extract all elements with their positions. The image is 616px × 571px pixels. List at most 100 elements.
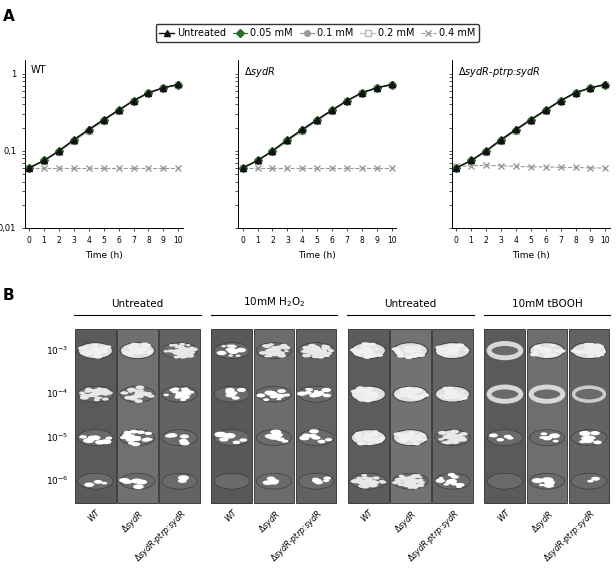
Circle shape <box>363 355 371 359</box>
Text: 10$^{-5}$: 10$^{-5}$ <box>46 432 68 444</box>
Circle shape <box>599 350 606 353</box>
Circle shape <box>595 355 601 357</box>
Circle shape <box>410 479 418 482</box>
Circle shape <box>442 435 452 439</box>
Circle shape <box>176 393 184 397</box>
Circle shape <box>452 395 458 398</box>
Circle shape <box>572 430 607 445</box>
Circle shape <box>403 476 411 480</box>
Circle shape <box>312 346 320 350</box>
Circle shape <box>364 482 371 485</box>
Circle shape <box>353 478 362 482</box>
Circle shape <box>395 480 403 484</box>
Circle shape <box>586 348 594 352</box>
Circle shape <box>174 346 180 348</box>
Circle shape <box>266 354 273 357</box>
Circle shape <box>302 346 308 349</box>
Circle shape <box>94 348 100 351</box>
Circle shape <box>437 351 444 355</box>
Circle shape <box>132 348 142 352</box>
Circle shape <box>407 432 413 435</box>
Circle shape <box>407 478 415 482</box>
Circle shape <box>363 397 371 400</box>
Circle shape <box>410 354 419 357</box>
Circle shape <box>450 436 459 440</box>
Circle shape <box>121 391 128 395</box>
Circle shape <box>357 351 364 354</box>
Circle shape <box>164 350 169 352</box>
Circle shape <box>418 389 423 391</box>
Circle shape <box>233 441 240 444</box>
Circle shape <box>229 351 237 354</box>
Circle shape <box>315 349 320 351</box>
Circle shape <box>328 348 333 351</box>
Circle shape <box>408 396 414 399</box>
Circle shape <box>256 343 291 359</box>
Circle shape <box>400 476 405 478</box>
Circle shape <box>369 481 374 483</box>
Circle shape <box>307 351 314 354</box>
Circle shape <box>460 438 468 441</box>
Circle shape <box>311 393 319 397</box>
Circle shape <box>421 393 429 396</box>
Circle shape <box>92 348 100 351</box>
Circle shape <box>277 396 282 399</box>
Circle shape <box>120 386 155 402</box>
Circle shape <box>539 349 545 352</box>
Circle shape <box>544 483 554 488</box>
Circle shape <box>181 389 191 393</box>
Circle shape <box>417 481 425 484</box>
Circle shape <box>102 393 107 395</box>
Circle shape <box>436 387 469 401</box>
Circle shape <box>447 393 453 396</box>
Circle shape <box>131 478 142 484</box>
Circle shape <box>540 347 546 350</box>
Circle shape <box>93 389 100 392</box>
Circle shape <box>415 438 421 440</box>
Circle shape <box>132 348 137 350</box>
Circle shape <box>86 388 91 390</box>
Circle shape <box>366 391 374 395</box>
Circle shape <box>406 393 411 395</box>
Circle shape <box>177 393 182 395</box>
Circle shape <box>573 343 606 358</box>
Circle shape <box>572 473 607 489</box>
Circle shape <box>406 350 413 353</box>
Circle shape <box>312 478 322 483</box>
Circle shape <box>452 438 458 441</box>
Text: WT: WT <box>31 65 46 75</box>
Circle shape <box>590 351 596 354</box>
Circle shape <box>411 475 419 477</box>
Circle shape <box>97 349 102 351</box>
Circle shape <box>393 430 428 445</box>
Circle shape <box>176 349 182 352</box>
Circle shape <box>186 344 190 346</box>
Circle shape <box>408 480 416 484</box>
Circle shape <box>399 475 404 477</box>
Circle shape <box>182 348 191 351</box>
Circle shape <box>405 355 413 359</box>
Bar <box>117 329 158 503</box>
Circle shape <box>399 439 408 443</box>
Circle shape <box>460 391 465 393</box>
Circle shape <box>367 387 373 390</box>
Circle shape <box>450 434 458 438</box>
Circle shape <box>418 437 424 440</box>
Circle shape <box>358 397 367 401</box>
Circle shape <box>451 436 458 439</box>
Circle shape <box>95 391 104 395</box>
Circle shape <box>92 348 100 352</box>
Circle shape <box>410 485 417 488</box>
Circle shape <box>79 435 87 439</box>
Circle shape <box>487 473 522 489</box>
Circle shape <box>411 482 416 485</box>
Circle shape <box>452 348 460 351</box>
Circle shape <box>394 343 427 358</box>
Circle shape <box>413 443 420 445</box>
Circle shape <box>136 348 142 350</box>
Circle shape <box>396 352 403 355</box>
Circle shape <box>277 389 286 393</box>
Circle shape <box>437 350 444 353</box>
Bar <box>484 329 525 503</box>
Circle shape <box>444 392 452 395</box>
